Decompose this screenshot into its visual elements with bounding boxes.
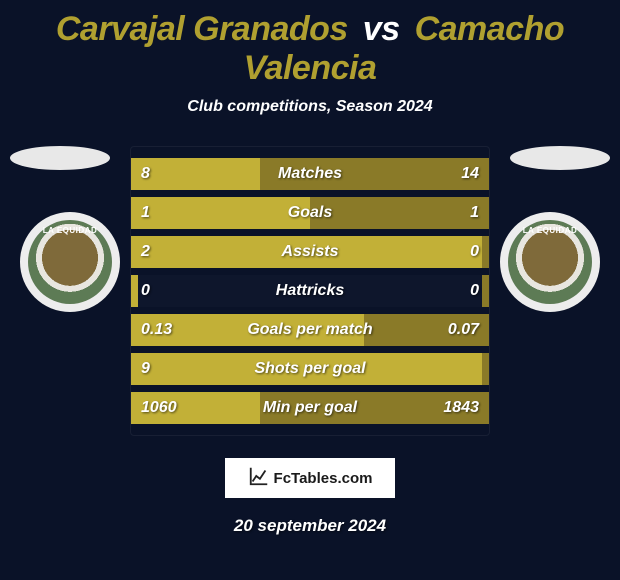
chart-icon — [248, 465, 270, 492]
stat-label: Goals per match — [247, 321, 372, 339]
stat-label: Goals — [288, 204, 332, 222]
stat-row: 1060 1843 Min per goal — [131, 392, 489, 424]
stat-value-right: 14 — [461, 165, 479, 183]
bar-right — [482, 275, 489, 307]
stat-value-left: 1 — [141, 204, 150, 222]
stat-label: Shots per goal — [254, 360, 365, 378]
club-badge-text-left: LA EQUIDAD — [43, 226, 97, 235]
stat-value-right: 0 — [470, 243, 479, 261]
content-area: LA EQUIDAD LA EQUIDAD 8 14 Matches 1 1 Goals 2… — [0, 146, 620, 436]
stat-value-right: 0.07 — [448, 321, 479, 339]
stat-value-right: 0 — [470, 282, 479, 300]
comparison-title: Carvajal Granados vs Camacho Valencia — [0, 0, 620, 94]
club-badge-left: LA EQUIDAD — [20, 212, 120, 312]
stat-row: 1 1 Goals — [131, 197, 489, 229]
bar-right — [482, 236, 489, 268]
stat-value-left: 0 — [141, 282, 150, 300]
stat-row: 0.13 0.07 Goals per match — [131, 314, 489, 346]
stat-label: Min per goal — [263, 399, 357, 417]
stat-value-left: 8 — [141, 165, 150, 183]
avatar-disc-left — [10, 146, 110, 170]
stat-row: 9 Shots per goal — [131, 353, 489, 385]
stat-value-right: 1 — [470, 204, 479, 222]
avatar-disc-right — [510, 146, 610, 170]
club-badge-inner-right: LA EQUIDAD — [508, 220, 592, 304]
stat-label: Assists — [282, 243, 339, 261]
stat-value-right: 1843 — [443, 399, 479, 417]
bar-left — [131, 197, 310, 229]
club-badge-text-right: LA EQUIDAD — [523, 226, 577, 235]
stat-value-left: 9 — [141, 360, 150, 378]
date-text: 20 september 2024 — [0, 516, 620, 536]
stat-row: 8 14 Matches — [131, 158, 489, 190]
stats-bars: 8 14 Matches 1 1 Goals 2 0 Assists 0 0 Hattricks 0.1… — [130, 146, 490, 436]
branding-text: FcTables.com — [274, 470, 373, 487]
stat-value-left: 1060 — [141, 399, 177, 417]
stat-label: Matches — [278, 165, 342, 183]
stat-value-left: 2 — [141, 243, 150, 261]
club-badge-right: LA EQUIDAD — [500, 212, 600, 312]
bar-left — [131, 158, 260, 190]
stat-row: 0 0 Hattricks — [131, 275, 489, 307]
subtitle: Club competitions, Season 2024 — [0, 98, 620, 116]
branding-box: FcTables.com — [225, 458, 395, 498]
bar-right — [482, 353, 489, 385]
bar-left — [131, 275, 138, 307]
club-badge-inner-left: LA EQUIDAD — [28, 220, 112, 304]
player1-name: Carvajal Granados — [56, 10, 348, 48]
vs-text: vs — [363, 10, 400, 48]
bar-right — [310, 197, 489, 229]
stat-row: 2 0 Assists — [131, 236, 489, 268]
stat-label: Hattricks — [276, 282, 344, 300]
stat-value-left: 0.13 — [141, 321, 172, 339]
